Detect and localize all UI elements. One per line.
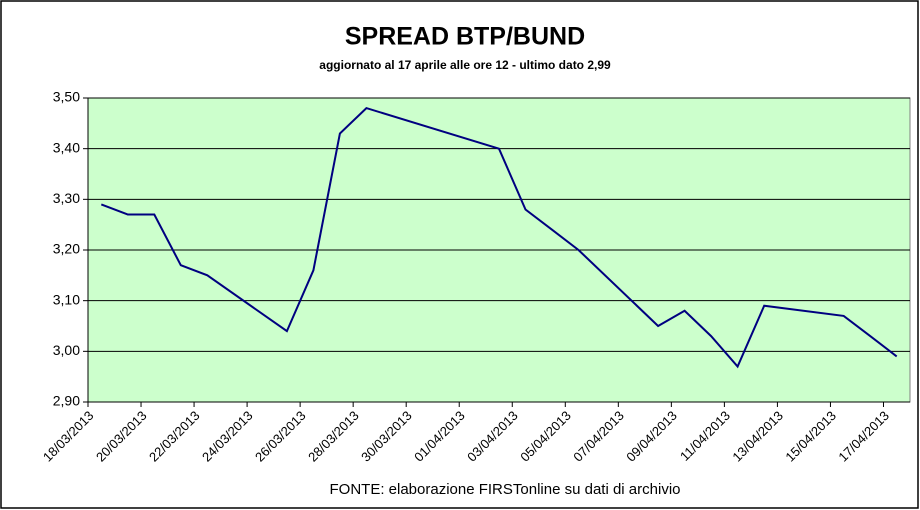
- y-tick-label: 3,10: [53, 291, 80, 307]
- y-tick-label: 3,30: [53, 190, 80, 206]
- y-tick-label: 3,20: [53, 241, 80, 257]
- y-tick-label: 2,90: [53, 393, 80, 409]
- chart-subtitle: aggiornato al 17 aprile alle ore 12 - ul…: [319, 58, 611, 72]
- y-tick-label: 3,50: [53, 89, 80, 105]
- source-note: FONTE: elaborazione FIRSTonline su dati …: [330, 481, 681, 498]
- chart-title: SPREAD BTP/BUND: [345, 23, 585, 51]
- y-tick-label: 3,40: [53, 139, 80, 155]
- data-line: [100, 106, 898, 369]
- y-tick-label: 3,00: [53, 342, 80, 358]
